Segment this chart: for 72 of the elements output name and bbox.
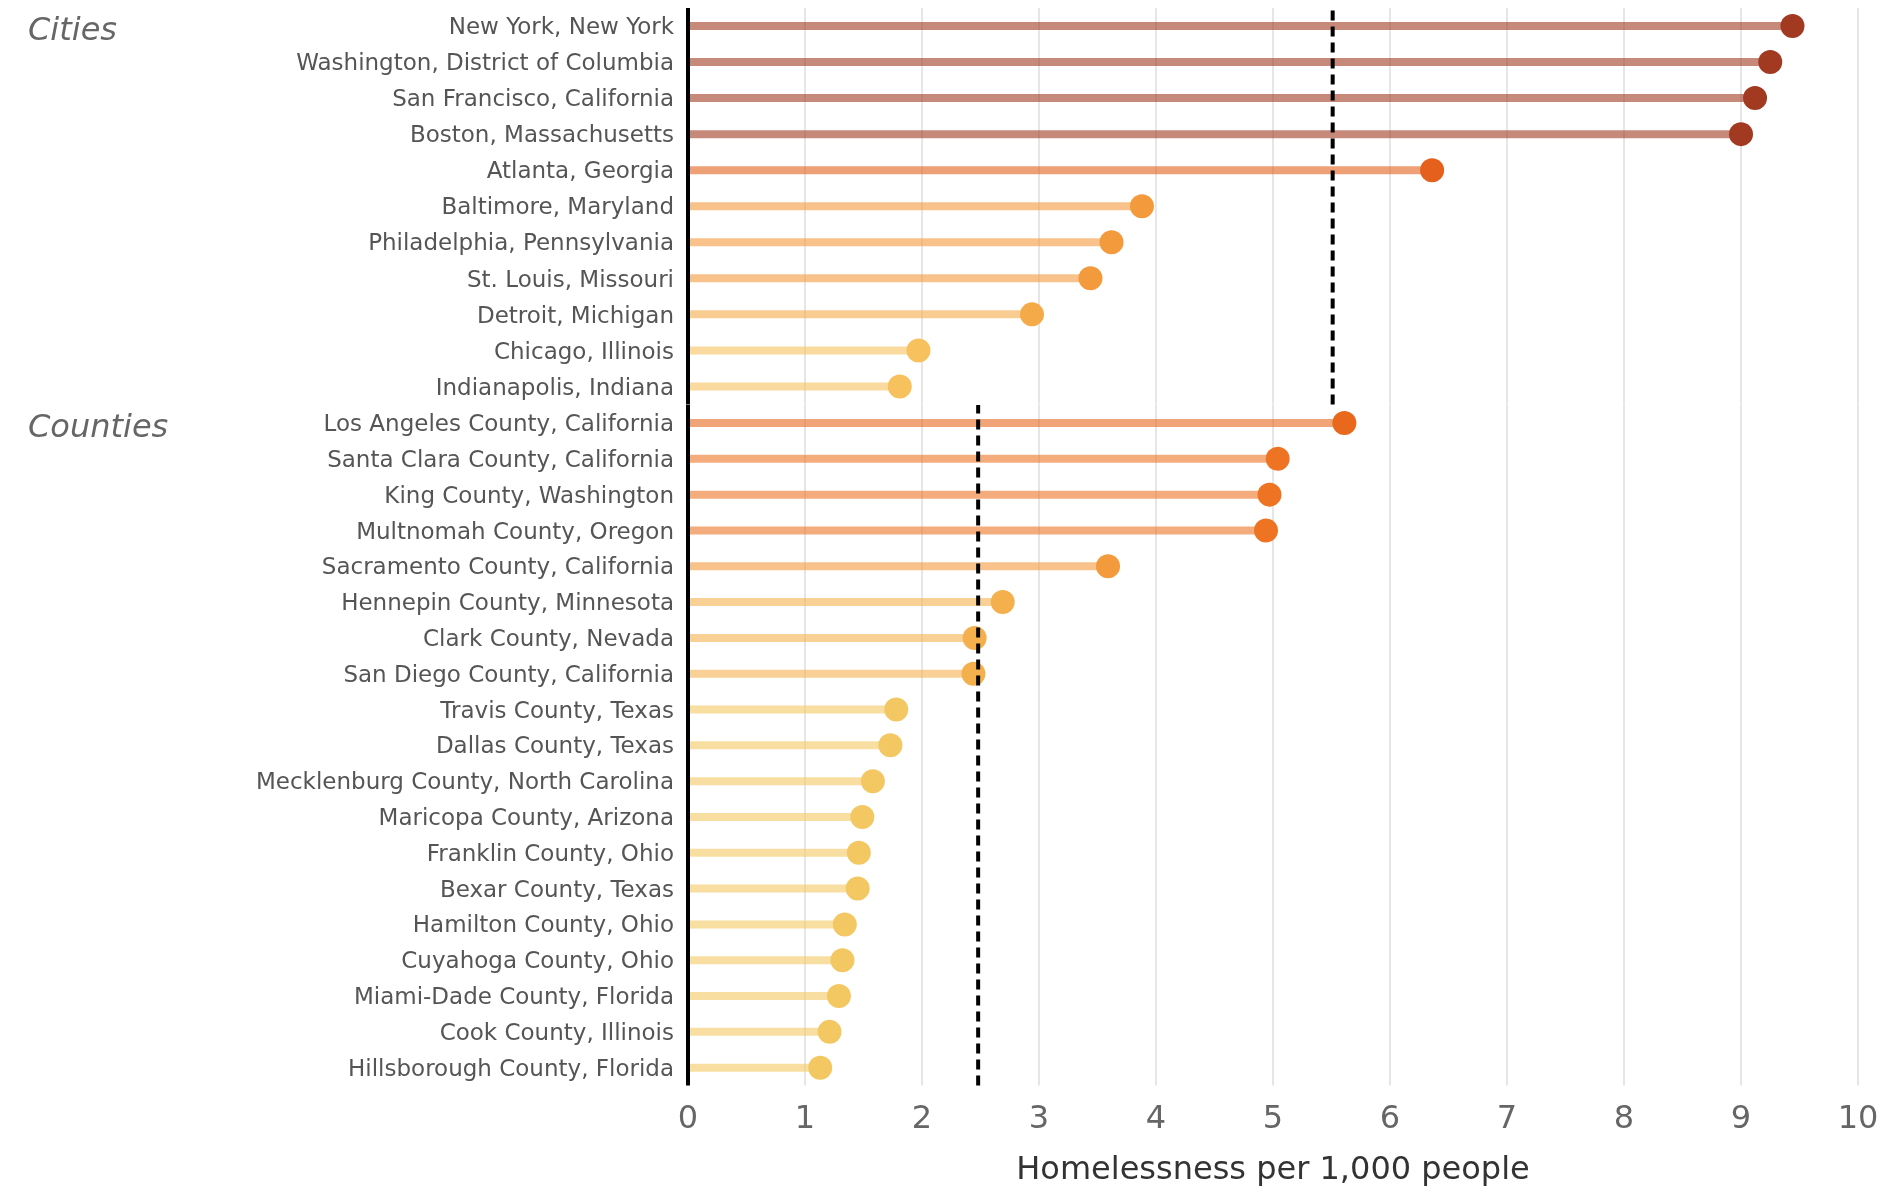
y-tick-label: King County, Washington xyxy=(384,481,674,508)
y-tick-label: Atlanta, Georgia xyxy=(486,157,674,184)
point xyxy=(1420,158,1445,183)
x-tick-label: 10 xyxy=(1837,1097,1879,1136)
x-tick-label: 4 xyxy=(1145,1097,1167,1136)
point xyxy=(846,840,871,865)
x-tick-label: 0 xyxy=(677,1097,699,1136)
y-tick-label: St. Louis, Missouri xyxy=(467,265,674,292)
y-tick-label: Baltimore, Maryland xyxy=(441,193,674,220)
y-tick-label: Franklin County, Ohio xyxy=(426,839,674,866)
y-tick-label: Chicago, Illinois xyxy=(493,337,674,364)
y-tick-label: Philadelphia, Pennsylvania xyxy=(368,229,674,256)
y-tick-label: Sacramento County, California xyxy=(321,552,674,579)
y-tick-label: New York, New York xyxy=(448,13,675,40)
x-tick-label: 8 xyxy=(1613,1097,1635,1136)
x-tick-label: 5 xyxy=(1262,1097,1284,1136)
text: Counties xyxy=(28,406,169,445)
y-tick-label: Miami-Dade County, Florida xyxy=(353,982,674,1009)
point xyxy=(990,589,1015,614)
y-tick-label: Cuyahoga County, Ohio xyxy=(401,946,674,973)
y-tick-label: Cook County, Illinois xyxy=(439,1018,674,1045)
point xyxy=(830,947,855,972)
y-tick-label: Detroit, Michigan xyxy=(476,301,674,328)
y-tick-label: Bexar County, Texas xyxy=(439,875,674,902)
y-tick-label: Clark County, Nevada xyxy=(423,624,674,651)
y-tick-label: Washington, District of Columbia xyxy=(296,49,674,76)
point xyxy=(1099,230,1124,255)
point xyxy=(1780,14,1805,38)
y-tick-label: Mecklenburg County, North Carolina xyxy=(255,767,674,794)
point xyxy=(1758,50,1783,75)
point xyxy=(1257,482,1282,507)
point xyxy=(1019,302,1044,327)
point xyxy=(1078,266,1103,291)
y-tick-label: Indianapolis, Indiana xyxy=(435,373,674,400)
point xyxy=(808,1055,833,1080)
point xyxy=(1265,446,1290,471)
point xyxy=(878,732,903,757)
x-tick-label: 7 xyxy=(1496,1097,1518,1136)
text: Cities xyxy=(28,10,118,48)
point xyxy=(850,804,875,829)
point xyxy=(860,768,885,793)
y-tick-label: Travis County, Texas xyxy=(439,696,674,723)
y-tick-label: Santa Clara County, California xyxy=(327,445,674,472)
point xyxy=(1729,122,1753,147)
x-tick-label: 6 xyxy=(1379,1097,1401,1136)
y-tick-label: San Diego County, California xyxy=(343,660,674,687)
point xyxy=(887,374,912,399)
x-tick-label: 3 xyxy=(1028,1097,1050,1136)
point xyxy=(1096,553,1121,578)
point xyxy=(906,338,931,363)
x-tick-label: 1 xyxy=(794,1097,816,1136)
y-tick-label: Dallas County, Texas xyxy=(435,731,674,758)
y-tick-label: Hamilton County, Ohio xyxy=(412,910,674,937)
point xyxy=(1743,86,1768,111)
point xyxy=(832,911,857,936)
x-axis-title: Homelessness per 1,000 people xyxy=(1015,1149,1531,1187)
x-tick-label: 2 xyxy=(911,1097,933,1136)
point xyxy=(884,697,909,722)
y-tick-label: San Francisco, California xyxy=(392,85,674,112)
point xyxy=(1253,517,1278,542)
point xyxy=(826,983,851,1008)
y-tick-label: Hennepin County, Minnesota xyxy=(341,588,674,615)
point xyxy=(817,1019,842,1044)
y-tick-label: Maricopa County, Arizona xyxy=(378,803,674,830)
y-tick-label: Hillsborough County, Florida xyxy=(348,1054,674,1081)
point xyxy=(845,876,870,901)
x-tick-label: 9 xyxy=(1730,1097,1752,1136)
y-tick-label: Boston, Massachusetts xyxy=(409,121,674,148)
y-tick-label: Los Angeles County, California xyxy=(323,409,674,436)
point xyxy=(1332,410,1357,435)
point xyxy=(1129,194,1154,219)
y-tick-label: Multnomah County, Oregon xyxy=(356,517,674,544)
